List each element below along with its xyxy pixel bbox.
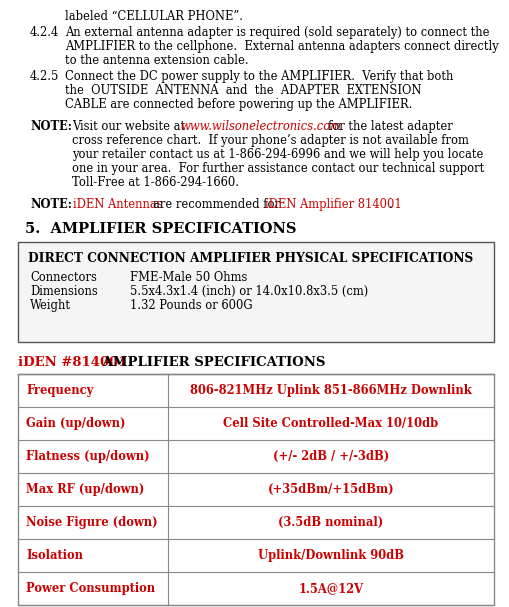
Bar [18, 407, 493, 440]
Bar [18, 374, 493, 605]
Text: iDEN #814001: iDEN #814001 [18, 356, 127, 369]
Text: FME-Male 50 Ohms: FME-Male 50 Ohms [130, 271, 247, 284]
Text: Frequency: Frequency [26, 384, 93, 397]
Bar [18, 539, 493, 572]
Text: Cell Site Controlled-Max 10/10db: Cell Site Controlled-Max 10/10db [223, 417, 438, 430]
Text: iDEN Antennas: iDEN Antennas [73, 198, 162, 211]
Text: cross reference chart.  If your phone’s adapter is not available from: cross reference chart. If your phone’s a… [72, 134, 468, 147]
Text: 5.  AMPLIFIER SPECIFICATIONS: 5. AMPLIFIER SPECIFICATIONS [25, 222, 296, 236]
Text: Isolation: Isolation [26, 549, 83, 562]
Text: 1.32 Pounds or 600G: 1.32 Pounds or 600G [130, 299, 252, 312]
Bar [18, 572, 493, 605]
Text: Weight: Weight [30, 299, 71, 312]
Text: NOTE:: NOTE: [30, 198, 72, 211]
Text: Toll-Free at 1-866-294-1660.: Toll-Free at 1-866-294-1660. [72, 176, 239, 189]
Text: labeled “CELLULAR PHONE”.: labeled “CELLULAR PHONE”. [65, 10, 242, 23]
Bar [18, 374, 493, 407]
Text: (3.5dB nominal): (3.5dB nominal) [278, 516, 383, 529]
Text: Power Consumption: Power Consumption [26, 582, 155, 595]
Text: Connect the DC power supply to the AMPLIFIER.  Verify that both: Connect the DC power supply to the AMPLI… [65, 70, 453, 83]
Text: your retailer contact us at 1-866-294-6996 and we will help you locate: your retailer contact us at 1-866-294-69… [72, 148, 483, 161]
Text: AMPLIFIER to the cellphone.  External antenna adapters connect directly: AMPLIFIER to the cellphone. External ant… [65, 40, 498, 53]
Text: Uplink/Downlink 90dB: Uplink/Downlink 90dB [258, 549, 403, 562]
Text: one in your area.  For further assistance contact our technical support: one in your area. For further assistance… [72, 162, 484, 175]
Text: 5.5x4.3x1.4 (inch) or 14.0x10.8x3.5 (cm): 5.5x4.3x1.4 (inch) or 14.0x10.8x3.5 (cm) [130, 285, 367, 298]
Text: 1.5A@12V: 1.5A@12V [298, 582, 363, 595]
Text: 806-821MHz Uplink 851-866MHz Downlink: 806-821MHz Uplink 851-866MHz Downlink [190, 384, 471, 397]
Text: Noise Figure (down): Noise Figure (down) [26, 516, 157, 529]
Text: Dimensions: Dimensions [30, 285, 98, 298]
Text: CABLE are connected before powering up the AMPLIFIER.: CABLE are connected before powering up t… [65, 98, 412, 111]
Text: An external antenna adapter is required (sold separately) to connect the: An external antenna adapter is required … [65, 26, 489, 39]
Text: www.wilsonelectronics.com: www.wilsonelectronics.com [180, 120, 341, 133]
Bar [18, 473, 493, 506]
Text: NOTE:: NOTE: [30, 120, 72, 133]
Bar [18, 440, 493, 473]
Text: .: . [388, 198, 392, 211]
Text: (+/- 2dB / +/-3dB): (+/- 2dB / +/-3dB) [272, 450, 388, 463]
Text: Gain (up/down): Gain (up/down) [26, 417, 125, 430]
Text: are recommended for: are recommended for [153, 198, 279, 211]
Text: iDEN Amplifier 814001: iDEN Amplifier 814001 [265, 198, 401, 211]
Text: the  OUTSIDE  ANTENNA  and  the  ADAPTER  EXTENSION: the OUTSIDE ANTENNA and the ADAPTER EXTE… [65, 84, 420, 97]
Text: Flatness (up/down): Flatness (up/down) [26, 450, 149, 463]
Text: to the antenna extension cable.: to the antenna extension cable. [65, 54, 248, 67]
Text: 4.2.4: 4.2.4 [30, 26, 59, 39]
Text: for the latest adapter: for the latest adapter [327, 120, 452, 133]
Text: 4.2.5: 4.2.5 [30, 70, 59, 83]
Text: Visit our website at: Visit our website at [72, 120, 185, 133]
Text: AMPLIFIER SPECIFICATIONS: AMPLIFIER SPECIFICATIONS [98, 356, 325, 369]
Bar [18, 506, 493, 539]
Text: Connectors: Connectors [30, 271, 97, 284]
Text: Max RF (up/down): Max RF (up/down) [26, 483, 144, 496]
Bar [18, 242, 493, 342]
Text: (+35dBm/+15dBm): (+35dBm/+15dBm) [267, 483, 393, 496]
Text: DIRECT CONNECTION AMPLIFIER PHYSICAL SPECIFICATIONS: DIRECT CONNECTION AMPLIFIER PHYSICAL SPE… [28, 252, 472, 265]
